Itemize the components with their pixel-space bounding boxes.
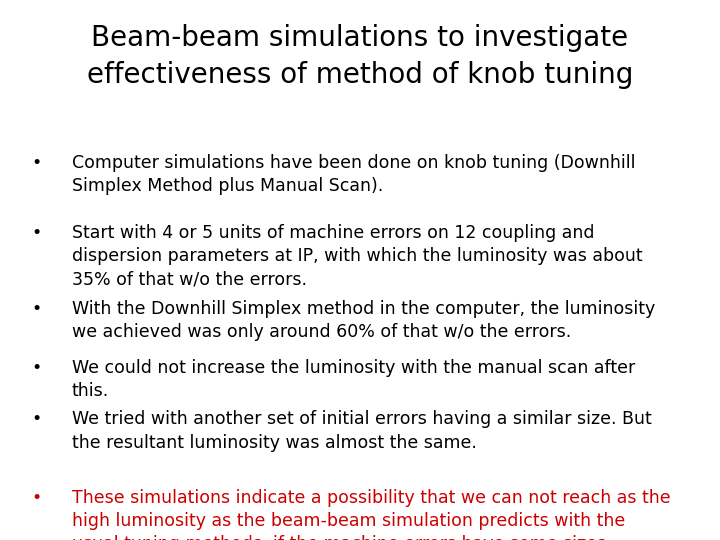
Text: •: •	[31, 359, 41, 377]
Text: •: •	[31, 154, 41, 172]
Text: Beam-beam simulations to investigate
effectiveness of method of knob tuning: Beam-beam simulations to investigate eff…	[87, 24, 633, 89]
Text: We could not increase the luminosity with the manual scan after
this.: We could not increase the luminosity wit…	[72, 359, 635, 401]
Text: We tried with another set of initial errors having a similar size. But
the resul: We tried with another set of initial err…	[72, 410, 652, 452]
Text: Computer simulations have been done on knob tuning (Downhill
Simplex Method plus: Computer simulations have been done on k…	[72, 154, 636, 195]
Text: With the Downhill Simplex method in the computer, the luminosity
we achieved was: With the Downhill Simplex method in the …	[72, 300, 655, 341]
Text: •: •	[31, 224, 41, 242]
Text: •: •	[31, 410, 41, 428]
Text: •: •	[31, 489, 41, 507]
Text: •: •	[31, 300, 41, 318]
Text: Start with 4 or 5 units of machine errors on 12 coupling and
dispersion paramete: Start with 4 or 5 units of machine error…	[72, 224, 643, 289]
Text: These simulations indicate a possibility that we can not reach as the
high lumin: These simulations indicate a possibility…	[72, 489, 670, 540]
